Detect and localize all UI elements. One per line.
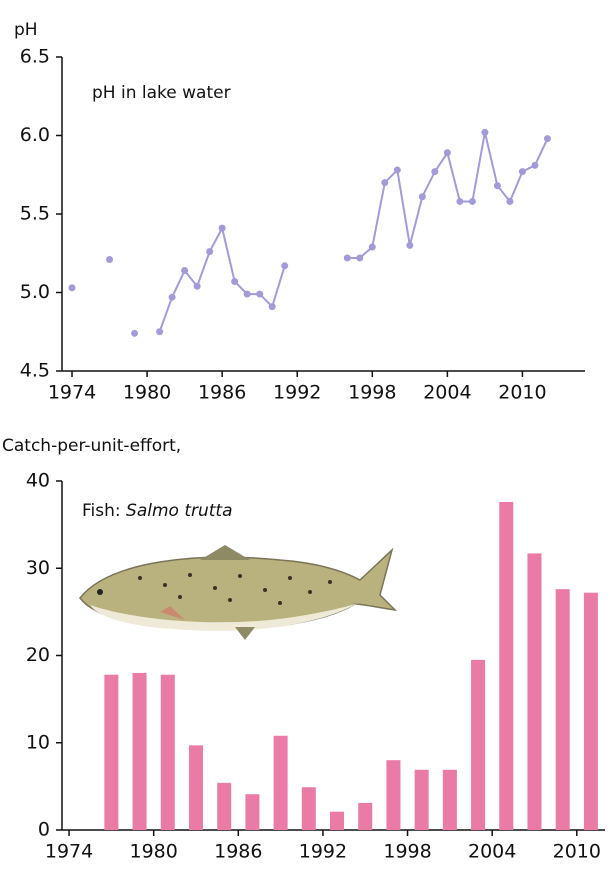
x-tick-label: 2004 [468, 841, 516, 863]
data-point [193, 282, 201, 290]
data-point [493, 182, 501, 190]
data-line [158, 225, 286, 333]
bar [414, 769, 429, 830]
y-tick-label: 10 [26, 731, 50, 753]
x-tick-label: 2010 [553, 841, 601, 863]
data-point [406, 241, 414, 249]
data-point [443, 149, 451, 157]
data-point [393, 166, 401, 174]
data-point [356, 254, 364, 262]
data-point [468, 197, 476, 205]
y-tick-label: 5.0 [20, 281, 50, 303]
annotation: pH in lake water [92, 83, 231, 103]
bar [330, 811, 345, 830]
y-axis-label: Catch-per-unit-effort, [2, 436, 181, 456]
data-point [281, 262, 289, 270]
data-point [181, 267, 189, 275]
bar [301, 787, 316, 830]
data-point [431, 168, 439, 176]
bar [188, 745, 203, 830]
bar [471, 659, 486, 830]
x-tick-label: 1974 [48, 382, 96, 404]
data-point [531, 161, 539, 169]
x-tick-label: 1974 [45, 841, 93, 863]
bar [555, 589, 570, 830]
y-tick-label: 0 [38, 819, 50, 841]
y-tick-label: 4.5 [20, 360, 50, 382]
y-tick-label: 6.0 [20, 124, 50, 146]
data-point [381, 179, 389, 187]
annotation: Fish: Salmo trutta [82, 501, 233, 521]
x-tick-label: 1986 [198, 382, 246, 404]
bar [442, 769, 457, 830]
bar [527, 553, 542, 830]
x-tick-label: 1980 [129, 841, 177, 863]
x-tick-label: 1986 [214, 841, 262, 863]
data-point [218, 224, 226, 232]
data-point [481, 128, 489, 136]
bar [358, 802, 373, 830]
data-point [243, 290, 251, 298]
fish-illustration [79, 545, 398, 640]
bar [273, 735, 288, 830]
bar [104, 674, 119, 830]
x-tick-label: 2010 [498, 382, 546, 404]
bar [217, 782, 232, 830]
bar [583, 592, 598, 830]
data-point [418, 193, 426, 201]
data-point [506, 197, 514, 205]
data-point [343, 254, 351, 262]
bar [132, 672, 147, 830]
data-point [106, 256, 114, 264]
y-tick-label: 5.5 [20, 203, 50, 225]
data-point [368, 243, 376, 251]
y-tick-label: 6.5 [20, 46, 50, 68]
data-point [543, 135, 551, 143]
data-point [131, 329, 139, 337]
x-tick-label: 1998 [383, 841, 431, 863]
y-tick-label: 30 [26, 557, 50, 579]
data-point [268, 303, 276, 311]
data-point [256, 290, 264, 298]
bar [245, 794, 260, 830]
annotation-species: Salmo trutta [126, 501, 232, 521]
bar [386, 760, 401, 830]
data-point [156, 328, 164, 336]
x-tick-label: 1998 [348, 382, 396, 404]
x-tick-label: 2004 [423, 382, 471, 404]
bar [499, 501, 514, 830]
data-point [68, 284, 76, 292]
data-point [518, 168, 526, 176]
x-tick-label: 1992 [299, 841, 347, 863]
annotation-prefix: Fish: [82, 501, 126, 521]
y-tick-label: 20 [26, 644, 50, 666]
data-point [168, 293, 176, 301]
data-point [231, 278, 239, 286]
data-point [456, 197, 464, 205]
y-tick-label: 40 [26, 470, 50, 492]
x-tick-label: 1992 [273, 382, 321, 404]
y-axis-label: pH [14, 20, 38, 40]
x-tick-label: 1980 [123, 382, 171, 404]
data-point [206, 248, 214, 256]
bar [160, 674, 175, 830]
